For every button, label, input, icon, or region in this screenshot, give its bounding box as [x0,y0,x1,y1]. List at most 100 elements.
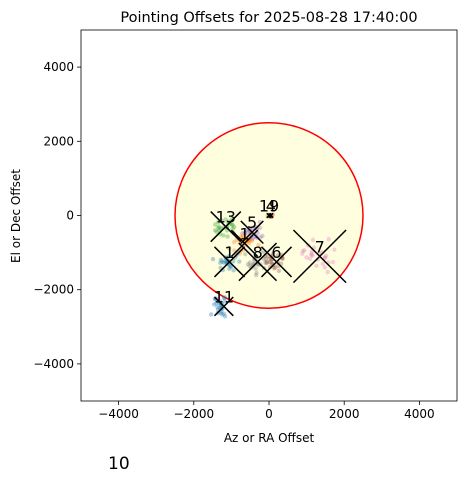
scatter-point [257,225,263,231]
group-label: 13 [216,208,236,227]
group-label: 1 [239,224,249,243]
scatter-point [276,268,282,274]
scatter-point [245,261,251,267]
y-tick-label: −4000 [33,357,74,371]
scatter-point [221,311,227,316]
x-marker-stroke [238,242,278,282]
scatter-point [307,256,313,261]
scatter-point [240,233,245,238]
scatter-point [310,253,315,258]
scatter-point [240,235,246,240]
scatter-point [309,251,314,257]
scatter-point [213,222,218,227]
scatter-point [300,248,306,254]
scatter-point [272,265,278,270]
scatter-point [251,225,256,230]
x-marker-stroke [260,246,293,278]
scatter-point [332,247,337,252]
scatter-point [242,230,248,236]
scatter-point [271,265,277,271]
x-marker-stroke [213,246,246,278]
scatter-point [210,256,216,262]
scatter-point [247,260,253,265]
x-marker-stroke [210,211,242,243]
scatter-point [229,222,234,227]
scatter-point [249,238,255,244]
scatter-point [243,251,248,257]
scatter-point [300,251,305,256]
group-label: 8 [253,243,263,262]
scatter-point [270,251,276,257]
scatter-point [230,222,235,228]
scatter-point [330,259,336,265]
scatter-point [227,266,232,271]
x-marker-stroke [268,212,274,219]
scatter-point [253,234,259,240]
scatter-point [265,253,270,259]
scatter-point [263,256,268,262]
scatter-point [267,256,272,262]
scatter-point [249,236,255,242]
scatter-point [322,255,328,260]
group-label: 5 [247,213,257,232]
y-tick-label: −2000 [33,283,74,297]
scatter-point [222,314,228,319]
scatter-point [231,268,236,273]
scatter-point [322,265,328,270]
scatter-point [215,304,220,310]
scatter-point [260,233,265,239]
x-marker-stroke [213,296,234,317]
scatter-point [227,253,232,259]
scatter-point [325,269,330,275]
scatter-point [220,312,225,317]
x-marker-stroke [292,229,347,284]
scatter-point [326,237,331,242]
x-tick-label: 4000 [404,407,435,421]
scatter-point [232,224,237,230]
y-tick-label: 4000 [43,60,74,74]
scatter-point [254,270,259,275]
x-tick-label: −2000 [174,407,215,421]
scatter-point [216,225,221,230]
scatter-point [237,259,242,264]
scatter-point [267,259,273,265]
scatter-point [246,240,252,246]
scatter-point [264,260,269,266]
scatter-point [269,260,274,265]
scatter-point [259,249,264,254]
scatter-point [302,248,307,253]
scatter-point [253,272,259,278]
scatter-point [240,231,245,236]
scatter-point [253,266,258,271]
scatter-point [212,228,218,233]
chart-title: Pointing Offsets for 2025-08-28 17:40:00 [120,10,417,26]
scatter-point [231,239,237,245]
scatter-point [314,263,319,269]
x-axis-label: Az or RA Offset [224,431,315,445]
group-label: 7 [315,237,325,256]
y-tick-label: 0 [66,209,74,223]
scatter-point [214,301,219,306]
scatter-point [220,259,225,264]
scatter-point [214,229,219,235]
scatter-point [263,260,268,266]
scatter-point [309,252,314,258]
scatter-point [226,246,232,251]
scatter-point [218,257,224,263]
x-tick-label: 0 [265,407,273,421]
scatter-point [323,253,329,259]
scatter-point [223,217,228,222]
group-label: 6 [271,243,281,262]
x-tick-label: −4000 [98,407,139,421]
scatter-point [242,230,248,235]
group-label: 19 [259,197,279,216]
x-tick-label: 2000 [329,407,360,421]
scatter-point [258,235,263,240]
y-tick-label: 2000 [43,134,74,148]
x-marker-stroke [240,220,264,245]
scatter-point [221,260,226,265]
footer-label: 10 [108,454,130,474]
